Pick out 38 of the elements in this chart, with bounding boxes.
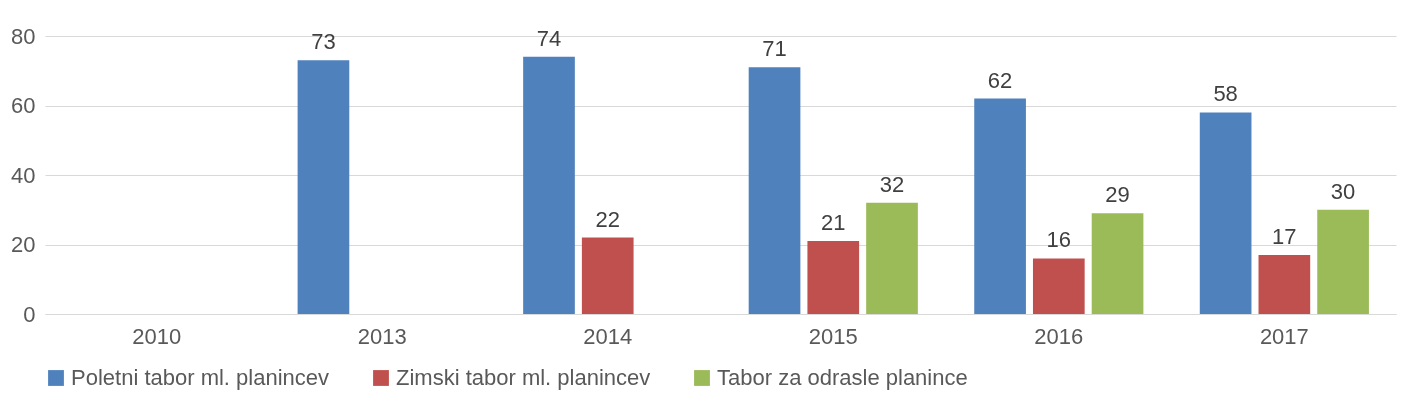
bar [1258,254,1311,314]
legend-label: Tabor za odrasle planince [717,365,968,390]
bar [748,67,801,314]
bar [1091,213,1144,314]
legend-label: Zimski tabor ml. planincev [396,365,651,390]
data-label: 30 [1330,178,1356,204]
bar [1032,258,1085,314]
bar [866,202,918,314]
data-label: 16 [1046,227,1072,253]
x-tick-label: 2010 [132,323,182,349]
data-label: 62 [987,67,1013,93]
bar [581,237,634,314]
data-label: 17 [1272,223,1297,249]
data-label: 22 [595,206,620,232]
y-tick-label: 80 [11,23,36,49]
bar [1199,112,1252,314]
data-label: 21 [821,210,846,236]
data-label: 73 [311,29,336,55]
y-tick-label: 20 [11,232,36,257]
x-tick-label: 2016 [1034,323,1084,349]
y-tick-label: 60 [11,93,36,118]
data-label: 29 [1105,182,1130,208]
bar [1317,209,1369,314]
x-tick-label: 2015 [808,323,858,349]
data-label: 32 [879,171,905,197]
y-tick-label: 0 [23,301,36,327]
data-label: 74 [536,25,562,51]
data-label: 58 [1213,81,1238,107]
y-tick-label: 40 [11,162,36,188]
x-tick-label: 2014 [583,323,633,349]
x-tick-label: 2013 [357,323,407,349]
bar [974,98,1026,314]
bar [523,56,575,314]
legend-label: Poletni tabor ml. planincev [71,365,330,390]
bar [297,60,350,314]
bar [807,241,860,314]
x-tick-label: 2017 [1259,323,1309,349]
data-label: 71 [762,36,787,62]
